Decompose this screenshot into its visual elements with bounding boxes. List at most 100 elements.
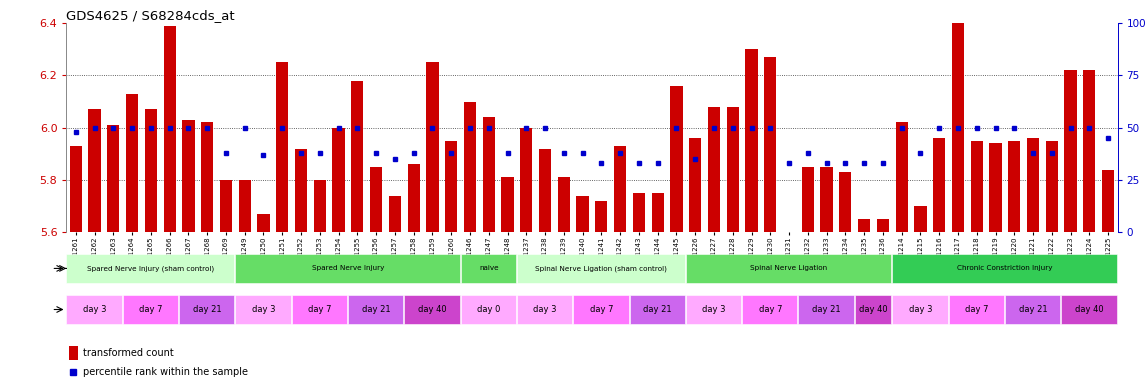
Text: day 3: day 3: [534, 305, 556, 314]
Text: GDS4625 / S68284cds_at: GDS4625 / S68284cds_at: [66, 9, 235, 22]
Bar: [460, 253, 516, 283]
Bar: [483, 117, 495, 232]
Bar: [408, 164, 420, 232]
Text: Spinal Nerve Ligation (sham control): Spinal Nerve Ligation (sham control): [536, 265, 668, 271]
Text: Chronic Constriction Injury: Chronic Constriction Injury: [957, 265, 1052, 271]
Bar: [742, 295, 798, 324]
Bar: [1101, 170, 1114, 232]
Bar: [70, 146, 82, 232]
Bar: [686, 253, 891, 283]
Bar: [520, 128, 532, 232]
Bar: [220, 180, 232, 232]
Bar: [989, 143, 1002, 232]
Text: time: time: [0, 305, 1, 314]
Bar: [426, 62, 439, 232]
Bar: [877, 219, 889, 232]
Bar: [516, 253, 685, 283]
Text: day 7: day 7: [140, 305, 163, 314]
Text: Spinal Nerve Ligation: Spinal Nerve Ligation: [750, 265, 828, 271]
Bar: [708, 107, 720, 232]
Bar: [576, 196, 589, 232]
Text: day 3: day 3: [702, 305, 726, 314]
Bar: [202, 122, 213, 232]
Bar: [1083, 70, 1096, 232]
Bar: [948, 295, 1004, 324]
Bar: [1027, 138, 1040, 232]
Bar: [854, 295, 891, 324]
Bar: [727, 107, 739, 232]
Text: day 7: day 7: [590, 305, 613, 314]
Bar: [182, 120, 195, 232]
Text: percentile rank within the sample: percentile rank within the sample: [82, 367, 248, 377]
Bar: [652, 193, 664, 232]
Bar: [745, 49, 758, 232]
Bar: [558, 177, 570, 232]
Text: day 40: day 40: [1075, 305, 1104, 314]
Bar: [126, 94, 139, 232]
Bar: [238, 180, 251, 232]
Bar: [164, 26, 175, 232]
Text: day 40: day 40: [859, 305, 887, 314]
Text: protocol: protocol: [0, 263, 1, 273]
Bar: [764, 57, 776, 232]
Text: day 21: day 21: [1019, 305, 1048, 314]
Bar: [892, 253, 1116, 283]
Bar: [332, 128, 345, 232]
Bar: [595, 201, 608, 232]
Bar: [858, 219, 870, 232]
Bar: [314, 180, 326, 232]
Text: day 21: day 21: [643, 305, 672, 314]
Text: day 40: day 40: [418, 305, 447, 314]
Bar: [108, 125, 119, 232]
Bar: [1061, 295, 1116, 324]
Bar: [895, 122, 908, 232]
Bar: [686, 295, 741, 324]
Text: Spared Nerve Injury (sham control): Spared Nerve Injury (sham control): [87, 265, 214, 271]
Text: naive: naive: [479, 265, 498, 271]
Bar: [539, 149, 551, 232]
Text: day 7: day 7: [758, 305, 782, 314]
Bar: [516, 295, 572, 324]
Bar: [69, 346, 78, 360]
Bar: [295, 149, 307, 232]
Bar: [689, 138, 701, 232]
Bar: [445, 141, 457, 232]
Bar: [971, 141, 982, 232]
Text: day 21: day 21: [192, 305, 221, 314]
Bar: [258, 214, 269, 232]
Bar: [292, 295, 347, 324]
Bar: [1005, 295, 1060, 324]
Bar: [123, 295, 179, 324]
Text: day 0: day 0: [477, 305, 500, 314]
Bar: [389, 196, 401, 232]
Bar: [614, 146, 626, 232]
Text: day 21: day 21: [812, 305, 840, 314]
Bar: [179, 295, 235, 324]
Bar: [276, 62, 289, 232]
Bar: [66, 295, 121, 324]
Bar: [892, 295, 948, 324]
Text: transformed count: transformed count: [82, 348, 174, 358]
Text: day 7: day 7: [965, 305, 988, 314]
Bar: [1009, 141, 1020, 232]
Text: Spared Nerve Injury: Spared Nerve Injury: [311, 265, 384, 271]
Bar: [798, 295, 854, 324]
Text: day 3: day 3: [82, 305, 106, 314]
Bar: [839, 172, 852, 232]
Bar: [1045, 141, 1058, 232]
Text: day 21: day 21: [362, 305, 390, 314]
Bar: [633, 193, 645, 232]
Text: day 3: day 3: [909, 305, 932, 314]
Text: day 7: day 7: [308, 305, 332, 314]
Bar: [1065, 70, 1076, 232]
Bar: [574, 295, 629, 324]
Bar: [66, 253, 235, 283]
Bar: [352, 81, 363, 232]
Bar: [236, 253, 459, 283]
Bar: [915, 206, 926, 232]
Bar: [502, 177, 514, 232]
Bar: [88, 109, 101, 232]
Bar: [348, 295, 403, 324]
Text: day 3: day 3: [252, 305, 275, 314]
Bar: [236, 295, 291, 324]
